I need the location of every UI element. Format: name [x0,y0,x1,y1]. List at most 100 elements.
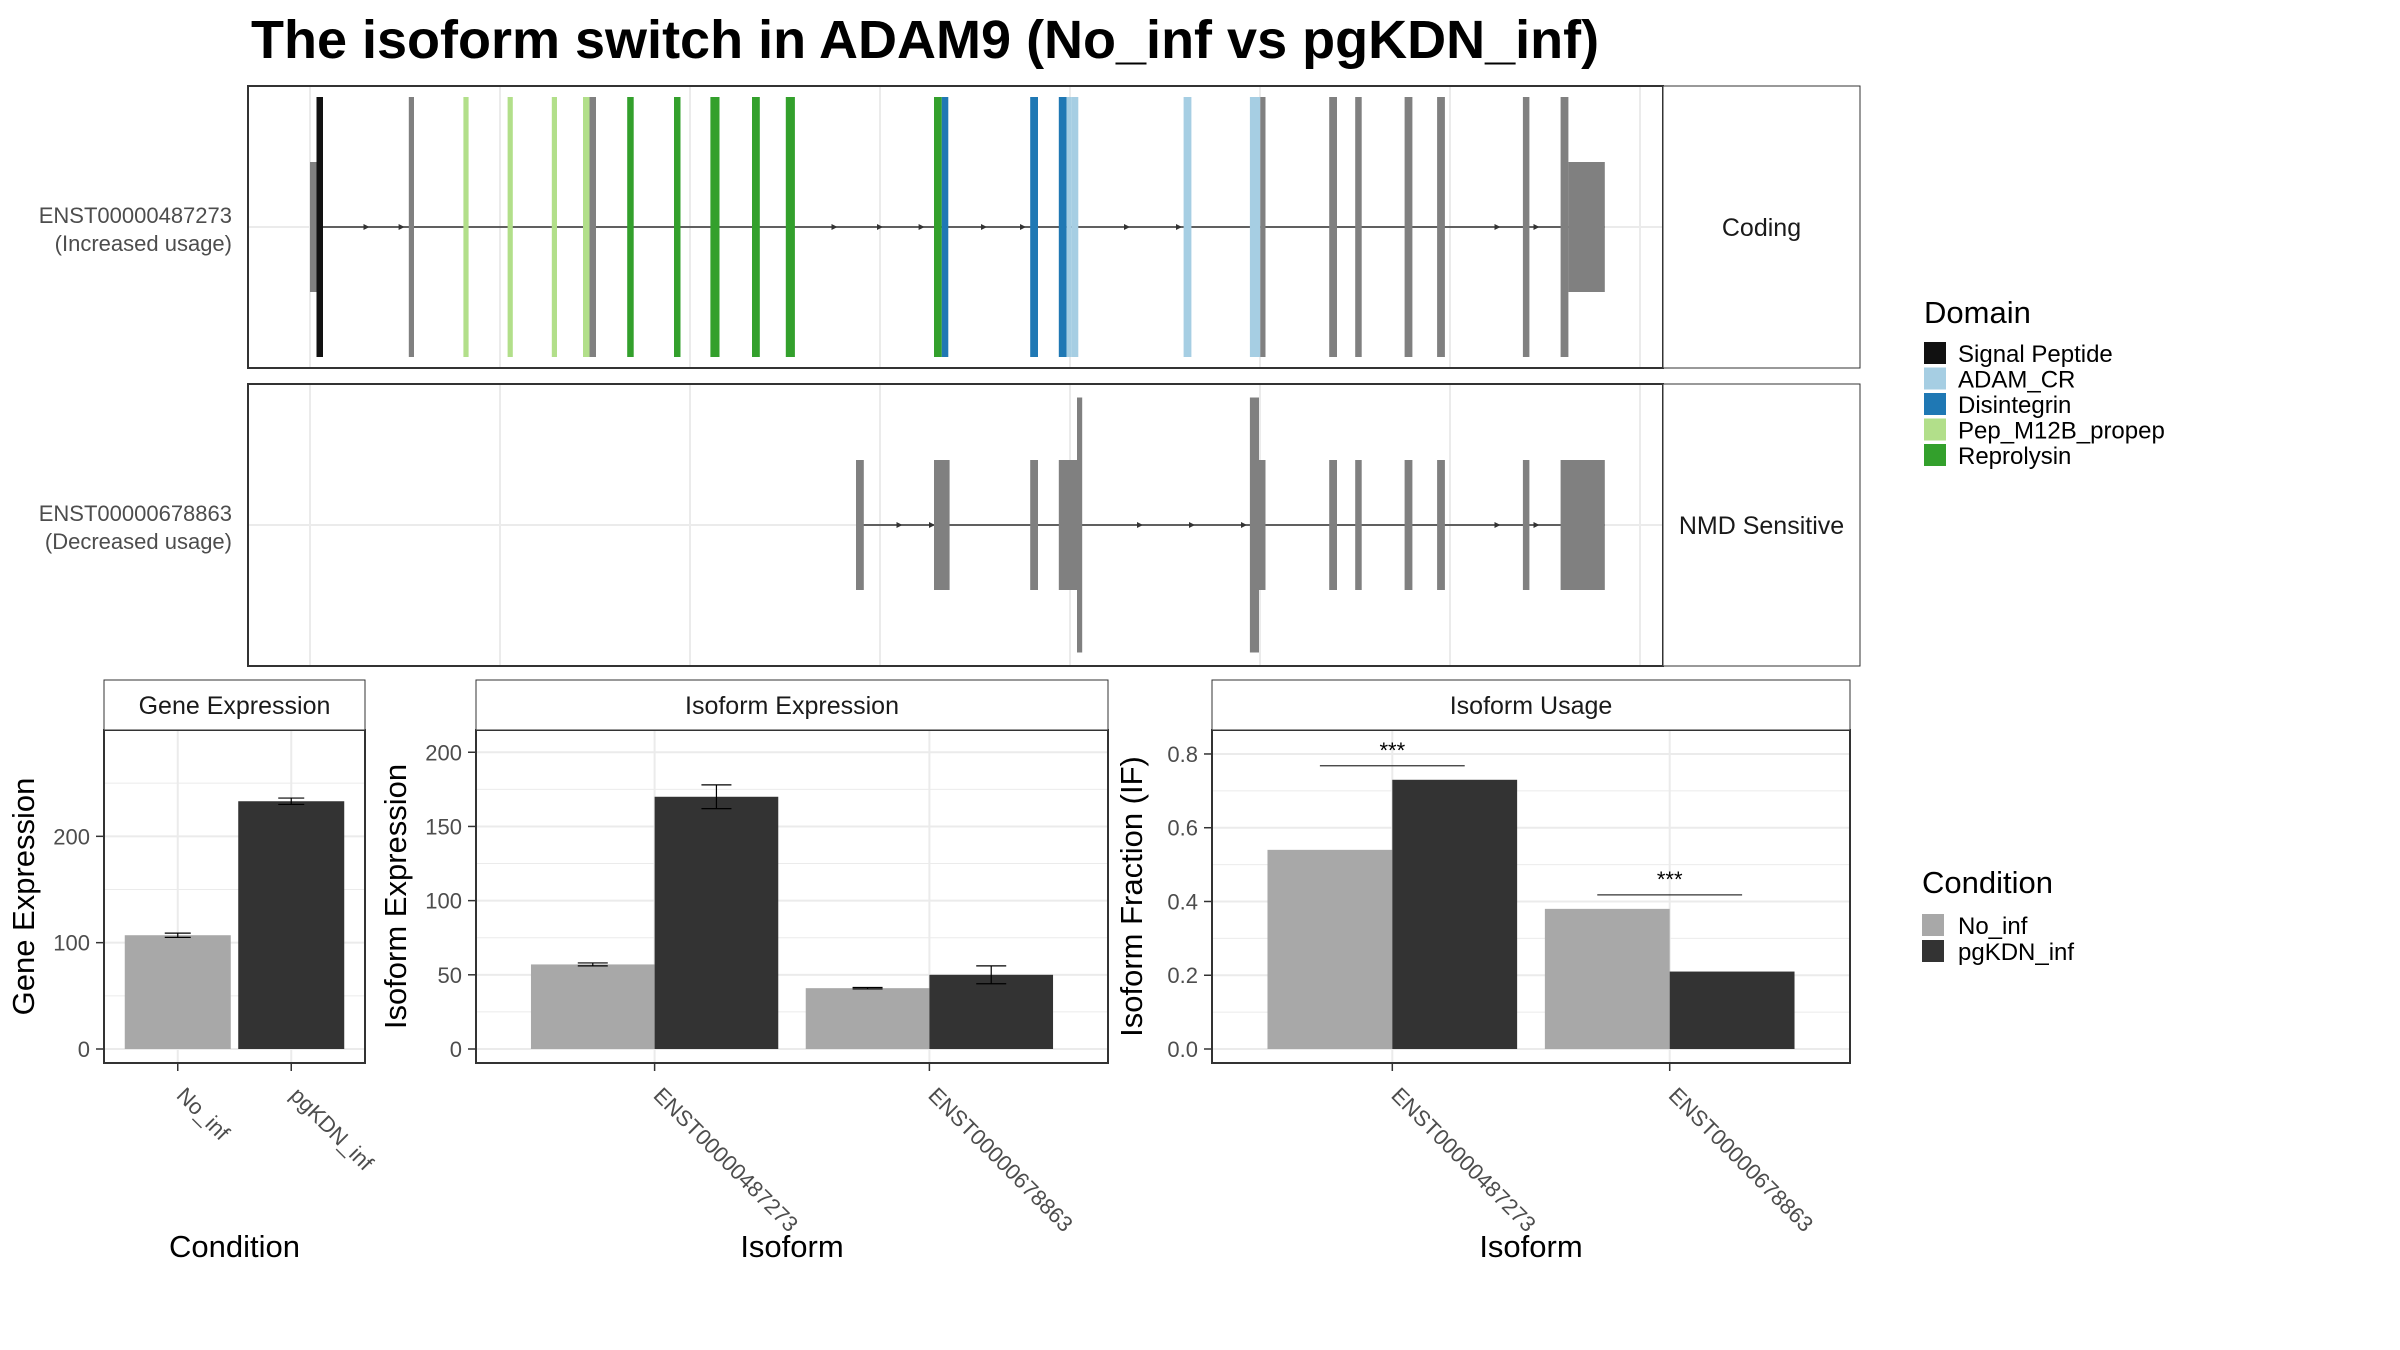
transcript-id: ENST00000487273 [39,203,232,228]
bar-no_inf [1544,908,1670,1049]
condition-legend-title: Condition [1922,865,2053,900]
direction-arrow [1137,522,1143,528]
bar-no_inf [1267,849,1393,1049]
y-tick-label: 0 [450,1037,462,1062]
y-tick-label: 0.8 [1167,742,1198,767]
legend-label: Pep_M12B_propep [1958,418,2165,445]
direction-arrow [918,224,925,230]
y-tick-label: 50 [438,963,462,988]
bar-no_inf [530,964,655,1049]
exon-signal-peptide [316,97,323,357]
figure-title: The isoform switch in ADAM9 (No_inf vs p… [251,10,1599,70]
bar-panel: Gene Expression 0 100 200 Gene Expression No_… [6,679,379,1264]
bar-pgkdn_inf [654,796,779,1049]
y-tick-label: 0.2 [1167,963,1198,988]
exon [1355,97,1362,357]
legend-label: Signal Peptide [1958,341,2113,368]
direction-arrow [1533,522,1540,528]
exon-adam-cr [1249,97,1261,357]
category-strip [1662,383,1861,667]
exon [1249,397,1259,653]
exon [1437,460,1445,590]
direction-arrow [1124,224,1130,230]
legend-swatch [1924,418,1946,441]
direction-arrow [1494,522,1501,528]
direction-arrow [1020,224,1026,230]
exon-pep-m12b-propep [551,97,557,357]
legend-swatch [1924,342,1946,364]
category-label: Coding [1722,214,1801,242]
y-tick-label: 0.0 [1167,1037,1198,1062]
exon [1077,397,1083,653]
legend-swatch [1922,914,1944,936]
legend-label: pgKDN_inf [1958,939,2074,966]
legend-label: ADAM_CR [1958,367,2075,394]
exon-reprolysin [934,97,942,357]
legend-label: No_inf [1958,913,2028,940]
direction-arrow [398,224,405,230]
facet-strip [475,679,1109,731]
legend-label: Reprolysin [1958,443,2071,470]
significance-label: *** [1657,867,1683,892]
legend-label: Disintegrin [1958,392,2071,419]
y-tick-label: 100 [425,889,462,914]
bar-pgkdn_inf [1669,971,1795,1049]
exon-disintegrin [1058,97,1067,357]
y-tick-label: 100 [53,931,90,956]
direction-arrow [896,522,903,528]
transcript-structure-panels: Coding ENST00000487273 (Increased usage) NM… [39,85,1861,667]
exon [1030,460,1038,590]
direction-arrow [877,224,883,230]
y-tick-label: 0.4 [1167,889,1198,914]
y-tick-label: 200 [425,740,462,765]
direction-arrow [1241,522,1247,528]
x-axis-title: Isoform [740,1229,843,1264]
legend-swatch [1924,367,1946,390]
y-tick-label: 0.6 [1167,816,1198,841]
exon-reprolysin [710,97,720,357]
y-axis-title: Isoform Fraction (IF) [1114,756,1149,1037]
exon-pep-m12b-propep [507,97,513,357]
legend-swatch [1924,444,1946,466]
transcript-panel: Coding ENST00000487273 (Increased usage) [39,85,1861,369]
exon [856,460,864,590]
domain-legend-title: Domain [1924,295,2031,330]
exon [1329,460,1337,590]
exon-reprolysin [627,97,634,357]
direction-arrow [1533,224,1540,230]
exon [1568,162,1605,292]
facet-title: Gene Expression [139,692,331,720]
exon-adam-cr [1183,97,1192,357]
facet-strip [103,679,366,731]
exon-disintegrin [1030,97,1038,357]
direction-arrow [1189,522,1195,528]
bar-no_inf [124,935,231,1049]
exon [1560,97,1569,357]
x-tick-label: pgKDN_inf [285,1083,379,1177]
exon-pep-m12b-propep [463,97,469,357]
direction-arrow [831,224,838,230]
exon [1259,460,1266,590]
category-strip [1662,85,1861,369]
direction-arrow [1176,224,1182,230]
transcript-usage: (Increased usage) [55,231,232,256]
x-tick-label: No_inf [172,1083,235,1146]
exon [1355,460,1362,590]
exon-pep-m12b-propep [583,97,590,357]
direction-arrow [929,522,935,528]
y-axis-title: Isoform Expression [378,764,413,1029]
exon [589,97,596,357]
exon [1058,460,1077,590]
transcript-panel: NMD Sensitive ENST00000678863 (Decreased u… [39,383,1861,667]
exon [408,97,414,357]
exon [1522,97,1530,357]
x-tick-label: ENST00000678863 [924,1083,1078,1237]
bar-pgkdn_inf [1392,779,1518,1049]
category-label: NMD Sensitive [1679,512,1844,540]
exon [1260,97,1266,357]
x-axis-title: Isoform [1479,1229,1582,1264]
y-axis-title: Gene Expression [6,778,41,1016]
bar-pgkdn_inf [929,974,1054,1049]
x-tick-label: ENST00000487273 [649,1083,803,1237]
